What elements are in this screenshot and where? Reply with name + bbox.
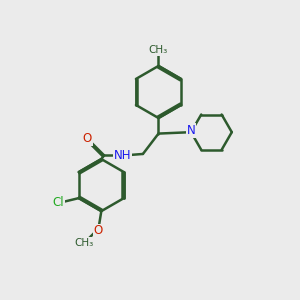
Text: NH: NH [113,149,131,162]
Text: O: O [94,224,103,238]
Text: CH₃: CH₃ [75,238,94,248]
Text: Cl: Cl [52,196,64,209]
Text: CH₃: CH₃ [149,45,168,56]
Text: O: O [82,132,92,145]
Text: N: N [187,124,195,137]
